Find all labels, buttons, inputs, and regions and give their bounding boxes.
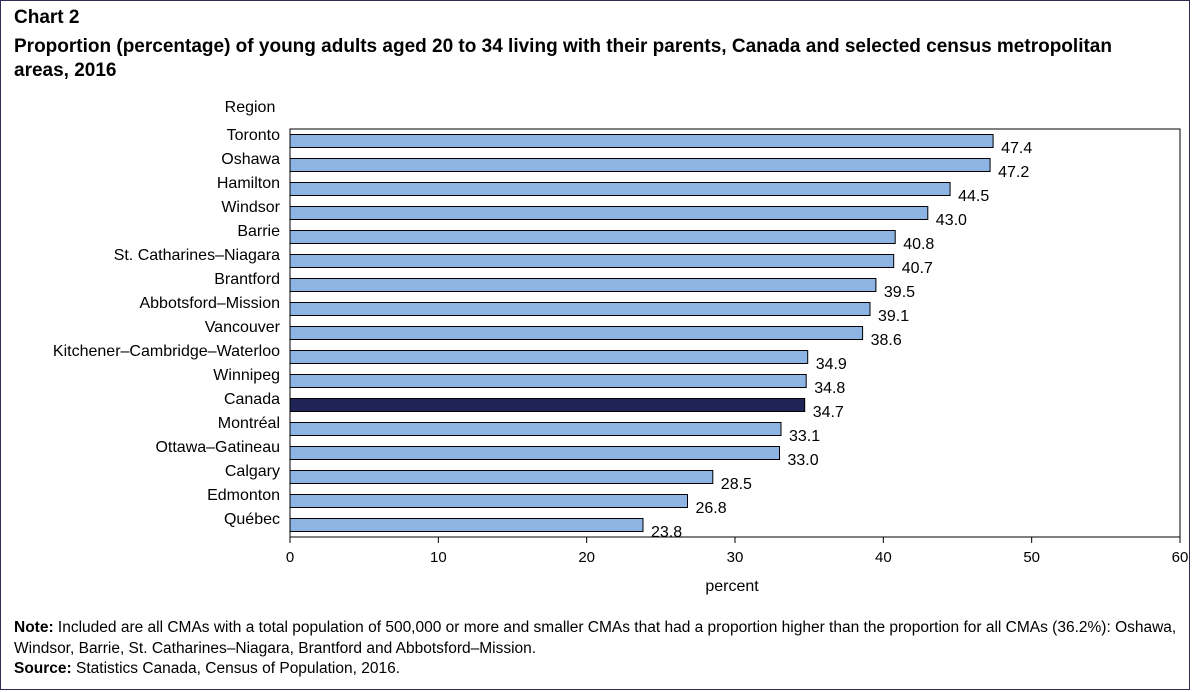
bar — [289, 446, 780, 460]
data-label: 28.5 — [721, 476, 752, 493]
bar — [289, 494, 688, 508]
source-text: Statistics Canada, Census of Population,… — [71, 660, 401, 677]
category-label: Brantford — [214, 271, 280, 288]
category-label: Abbotsford–Mission — [139, 295, 280, 312]
bar — [289, 230, 896, 244]
data-label: 34.8 — [814, 380, 845, 397]
category-label: Ottawa–Gatineau — [155, 439, 280, 456]
bar — [289, 278, 877, 292]
category-label: Hamilton — [217, 175, 280, 192]
x-axis-title: percent — [705, 578, 759, 595]
chart-title: Proportion (percentage) of young adults … — [14, 36, 1112, 81]
category-label: Barrie — [237, 223, 280, 240]
category-label: Vancouver — [205, 319, 281, 336]
data-label: 33.0 — [788, 452, 819, 469]
data-label: 33.1 — [789, 428, 820, 445]
x-tick-label: 40 — [875, 549, 892, 566]
category-label: Windsor — [221, 199, 280, 216]
data-label: 38.6 — [871, 332, 902, 349]
category-label: Winnipeg — [213, 367, 280, 384]
bar — [289, 302, 871, 316]
data-label: 47.2 — [998, 164, 1029, 181]
category-label: Oshawa — [221, 151, 280, 168]
bar — [289, 134, 994, 148]
y-axis-title: Region — [225, 99, 276, 116]
note-text: Included are all CMAs with a total popul… — [14, 619, 1177, 657]
bar — [289, 206, 929, 220]
data-label: 39.5 — [884, 284, 915, 301]
data-label: 40.7 — [902, 260, 933, 277]
category-label: Montréal — [218, 415, 280, 432]
bar — [289, 254, 895, 268]
note-label: Note: — [14, 619, 54, 636]
bar — [289, 518, 644, 532]
category-label: Calgary — [225, 463, 280, 480]
data-label: 47.4 — [1001, 140, 1032, 157]
chart-note: Note: Included are all CMAs with a total… — [14, 617, 1184, 659]
data-label: 34.7 — [813, 404, 844, 421]
data-label: 34.9 — [816, 356, 847, 373]
data-label: 39.1 — [878, 308, 909, 325]
category-label: Canada — [224, 391, 280, 408]
bar — [289, 158, 991, 172]
x-tick-label: 50 — [1023, 549, 1040, 566]
data-label: 43.0 — [936, 212, 967, 229]
bar — [289, 398, 806, 412]
source-label: Source: — [14, 660, 72, 677]
x-tick-label: 0 — [286, 549, 294, 566]
x-tick-label: 20 — [578, 549, 595, 566]
bar — [289, 182, 951, 196]
chart-number: Chart 2 — [14, 7, 80, 28]
category-label: Kitchener–Cambridge–Waterloo — [53, 343, 280, 360]
category-label: Toronto — [227, 127, 280, 144]
bar-chart: Region Toronto 47.4 Oshawa 47.2 Hamilton 44.5 W… — [53, 99, 1189, 595]
bar — [289, 374, 807, 388]
data-label: 23.8 — [651, 524, 682, 541]
x-tick-label: 30 — [727, 549, 744, 566]
category-label: St. Catharines–Niagara — [114, 247, 280, 264]
category-label: Edmonton — [207, 487, 280, 504]
data-label: 44.5 — [958, 188, 989, 205]
category-label: Québec — [224, 511, 280, 528]
x-tick-label: 60 — [1172, 549, 1189, 566]
bar — [289, 422, 782, 436]
data-label: 40.8 — [903, 236, 934, 253]
bar — [289, 470, 714, 484]
chart-source: Source: Statistics Canada, Census of Pop… — [14, 660, 400, 678]
x-tick-label: 10 — [430, 549, 447, 566]
bar — [289, 326, 864, 340]
bar — [289, 350, 809, 364]
data-label: 26.8 — [696, 500, 727, 517]
